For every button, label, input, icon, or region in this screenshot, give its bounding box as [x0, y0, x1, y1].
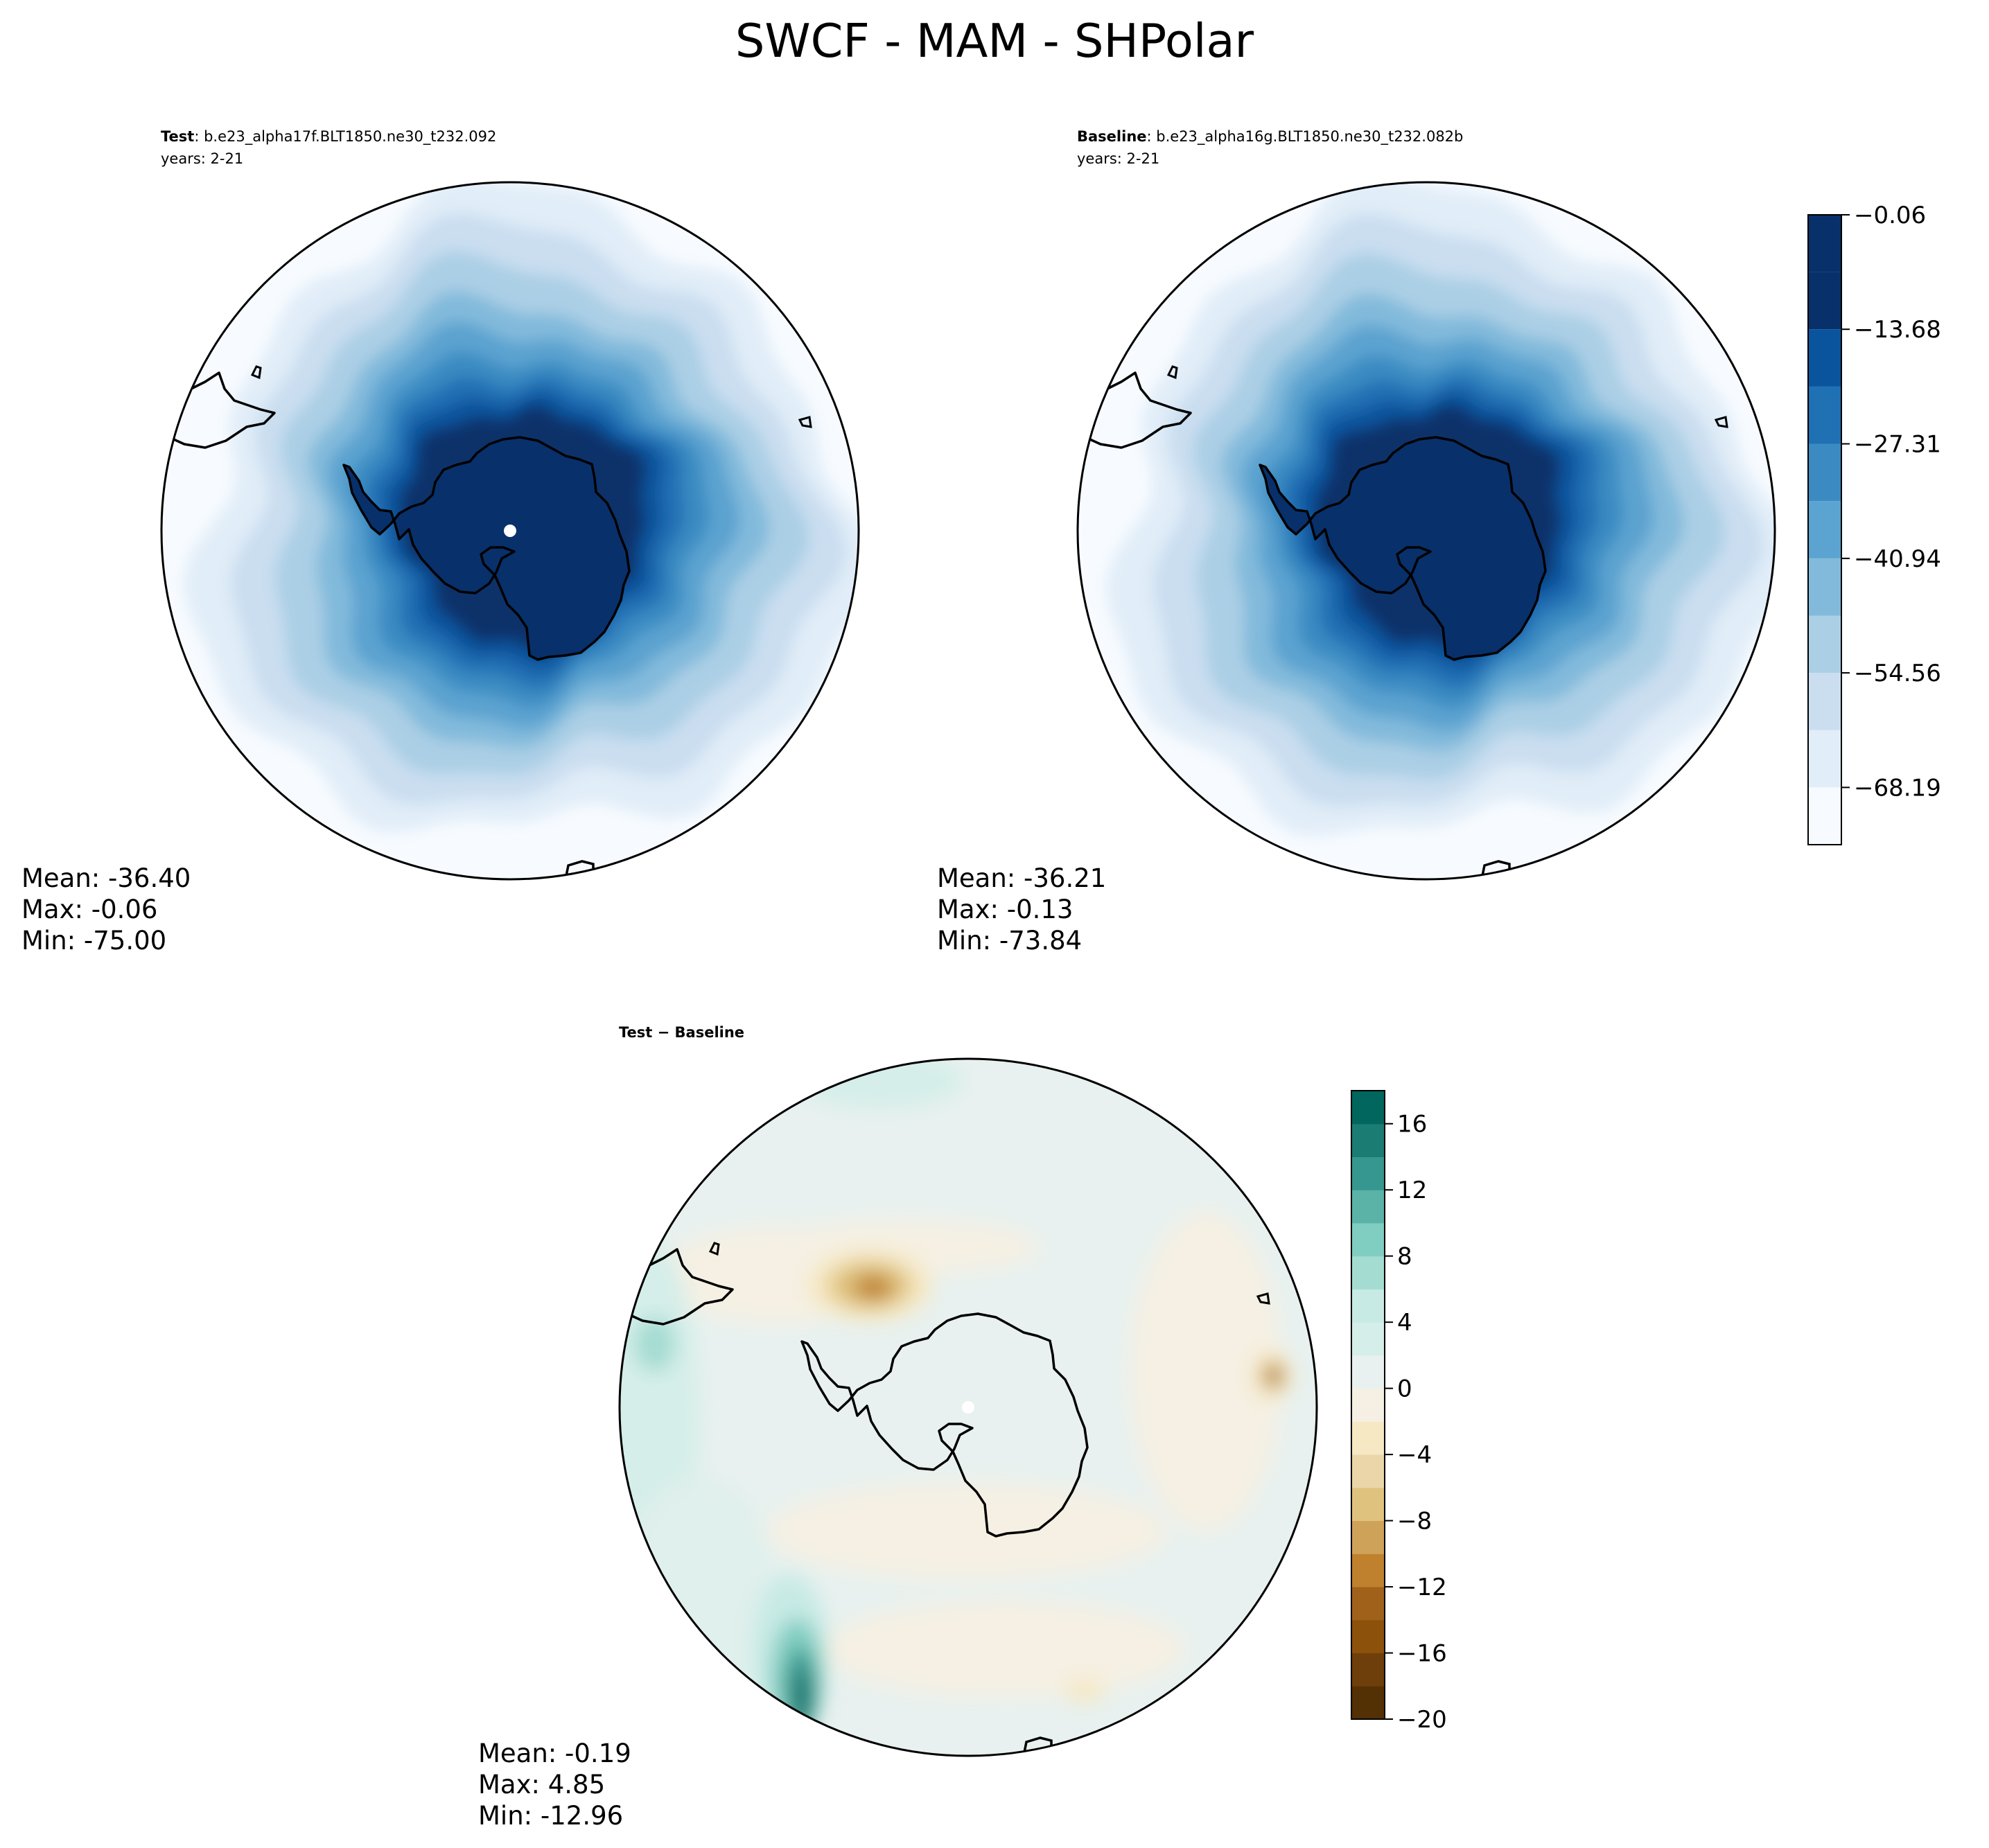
baseline-colorbar: −0.06 −13.68 −27.31 −40.94 −54.56 −68.19: [1807, 202, 1941, 845]
test-mean: Mean: -36.40: [21, 863, 191, 893]
colorbar-band: [1351, 1322, 1385, 1356]
colorbar-tick-label: 8: [1397, 1243, 1412, 1271]
test-map-boundary: [160, 181, 860, 881]
colorbar-band: [1808, 558, 1841, 616]
colorbar-tick-label: 16: [1397, 1111, 1427, 1138]
baseline-map-boundary: [1076, 181, 1776, 881]
colorbar-band: [1808, 215, 1841, 272]
falkland-islands-outline: [250, 365, 262, 380]
difference-map: [620, 1059, 1317, 1756]
difference-min: Min: -12.96: [478, 1801, 623, 1831]
colorbar-band: [1808, 615, 1841, 674]
colorbar-band: [1808, 443, 1841, 502]
colorbar-band: [1808, 272, 1841, 330]
baseline-map: [1078, 182, 1775, 879]
colorbar-band: [1808, 329, 1841, 387]
figure-title: SWCF - MAM - SHPolar: [735, 14, 1254, 68]
colorbar-band: [1808, 386, 1841, 444]
test-min: Min: -75.00: [21, 926, 166, 956]
difference-mean: Mean: -0.19: [478, 1739, 631, 1768]
colorbar-tick-label: −27.31: [1854, 431, 1941, 459]
colorbar-band: [1351, 1355, 1385, 1389]
colorbar-tick-label: −40.94: [1854, 545, 1941, 573]
test-panel-title: Test: b.e23_alpha17f.BLT1850.ne30_t232.0…: [161, 128, 496, 146]
difference-colorbar: −20 −16 −12 −8 −4 0 4 8 12 16: [1351, 1090, 1447, 1734]
colorbar-band: [1808, 787, 1841, 845]
antarctica-outline: [1259, 436, 1547, 661]
antarctica-outline: [342, 436, 631, 661]
new-zealand-outline: [1022, 1736, 1053, 1756]
difference-coastline: [620, 1242, 1270, 1756]
colorbar-tick-label: −16: [1397, 1640, 1447, 1668]
colorbar-tick-label: −68.19: [1854, 774, 1941, 802]
south-america-outline: [161, 371, 276, 449]
baseline-panel: Baseline: b.e23_alpha16g.BLT1850.ne30_t2…: [937, 128, 1941, 956]
test-panel: Test: b.e23_alpha17f.BLT1850.ne30_t232.0…: [21, 128, 860, 956]
new-zealand-outline: [1480, 860, 1511, 879]
difference-max: Max: 4.85: [478, 1770, 605, 1799]
colorbar-band: [1351, 1256, 1385, 1290]
new-zealand-outline: [564, 860, 595, 879]
colorbar-band: [1808, 730, 1841, 788]
colorbar-band: [1351, 1289, 1385, 1323]
falkland-islands-outline: [708, 1242, 720, 1256]
test-years: years: 2-21: [161, 150, 243, 167]
colorbar-tick-label: −8: [1397, 1508, 1432, 1535]
test-max: Max: -0.06: [21, 895, 157, 924]
baseline-mean: Mean: -36.21: [937, 863, 1106, 893]
antarctica-outline: [800, 1312, 1089, 1538]
south-america-outline: [1078, 371, 1192, 449]
south-america-outline: [620, 1248, 734, 1326]
falkland-islands-outline: [1166, 365, 1178, 380]
colorbar-band: [1351, 1454, 1385, 1488]
colorbar-tick-label: −20: [1397, 1706, 1447, 1734]
colorbar-tick-label: 4: [1397, 1309, 1412, 1337]
difference-pole-marker: [962, 1401, 974, 1414]
colorbar-band: [1351, 1222, 1385, 1257]
colorbar-frame: [1807, 214, 1842, 845]
colorbar-band: [1351, 1091, 1385, 1125]
colorbar-frame: [1351, 1090, 1385, 1720]
colorbar-band: [1351, 1421, 1385, 1455]
colorbar-tick-label: −12: [1397, 1574, 1447, 1601]
baseline-min: Min: -73.84: [937, 926, 1082, 956]
baseline-years: years: 2-21: [1077, 150, 1159, 167]
difference-panel: Test − Baseline: [478, 1024, 1447, 1831]
test-label-rest: : b.e23_alpha17f.BLT1850.ne30_t232.092: [194, 128, 496, 146]
colorbar-band: [1351, 1686, 1385, 1720]
colorbar-band: [1351, 1190, 1385, 1224]
colorbar-tick-label: −4: [1397, 1441, 1432, 1469]
colorbar-band: [1351, 1619, 1385, 1654]
test-coastline: [161, 365, 812, 879]
colorbar-band: [1351, 1156, 1385, 1190]
colorbar-band: [1351, 1388, 1385, 1422]
baseline-panel-title: Baseline: b.e23_alpha16g.BLT1850.ne30_t2…: [1077, 128, 1463, 146]
baseline-max: Max: -0.13: [937, 895, 1073, 924]
colorbar-band: [1808, 501, 1841, 558]
colorbar-band: [1351, 1587, 1385, 1621]
baseline-coastline: [1078, 365, 1728, 879]
island-outline: [1714, 416, 1728, 428]
colorbar-band: [1351, 1520, 1385, 1554]
colorbar-band: [1351, 1123, 1385, 1157]
baseline-label-bold: Baseline: [1077, 128, 1147, 145]
difference-panel-title: Test − Baseline: [619, 1024, 744, 1041]
colorbar-band: [1808, 673, 1841, 730]
colorbar-band: [1351, 1487, 1385, 1522]
colorbar-tick-label: −0.06: [1854, 202, 1926, 229]
difference-map-boundary: [618, 1057, 1318, 1757]
island-outline: [798, 416, 812, 428]
test-map: [161, 182, 859, 879]
colorbar-tick-label: 0: [1397, 1375, 1412, 1403]
colorbar-band: [1351, 1554, 1385, 1587]
colorbar-tick-label: 12: [1397, 1177, 1427, 1204]
island-outline: [1256, 1292, 1270, 1305]
baseline-label-rest: : b.e23_alpha16g.BLT1850.ne30_t232.082b: [1147, 128, 1464, 146]
test-pole-marker: [504, 525, 516, 537]
test-label-bold: Test: [161, 128, 194, 145]
colorbar-tick-label: −13.68: [1854, 316, 1941, 344]
colorbar-band: [1351, 1653, 1385, 1687]
colorbar-tick-label: −54.56: [1854, 660, 1941, 687]
